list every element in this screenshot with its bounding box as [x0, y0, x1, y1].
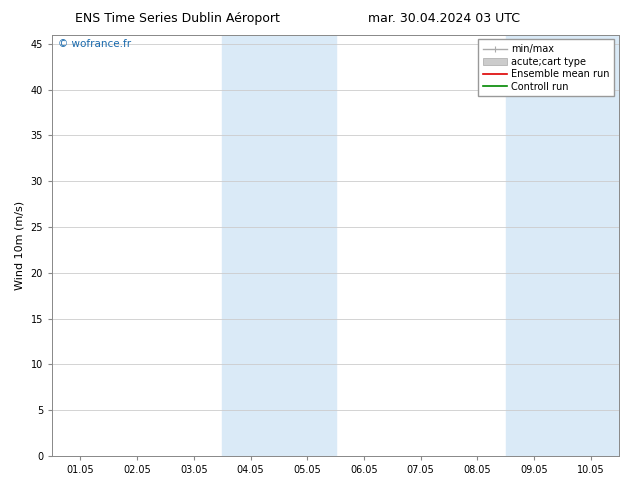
Bar [506, 35, 562, 456]
Text: ENS Time Series Dublin Aéroport: ENS Time Series Dublin Aéroport [75, 12, 280, 25]
Bar [279, 35, 335, 456]
Text: mar. 30.04.2024 03 UTC: mar. 30.04.2024 03 UTC [368, 12, 520, 25]
Y-axis label: Wind 10m (m/s): Wind 10m (m/s) [15, 201, 25, 290]
Legend: min/max, acute;cart type, Ensemble mean run, Controll run: min/max, acute;cart type, Ensemble mean … [478, 40, 614, 97]
Bar [562, 35, 619, 456]
Bar [222, 35, 279, 456]
Text: © wofrance.fr: © wofrance.fr [58, 39, 131, 49]
